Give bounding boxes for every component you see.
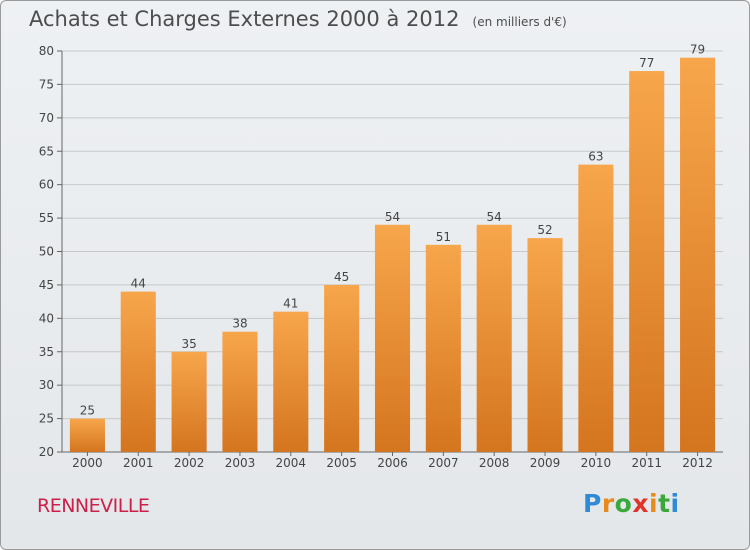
proxiti-logo: Proxiti (583, 489, 680, 518)
x-tick-label: 2001 (123, 456, 154, 470)
x-tick-label: 2005 (326, 456, 357, 470)
bar (273, 311, 309, 452)
x-tick-label: 2010 (581, 456, 612, 470)
y-tick-label: 50 (39, 245, 54, 259)
town-name: RENNEVILLE (37, 495, 150, 517)
data-label: 45 (334, 270, 349, 284)
bar (425, 244, 461, 452)
data-label: 44 (131, 277, 146, 291)
data-label: 41 (283, 297, 298, 311)
data-label: 52 (537, 223, 552, 237)
y-tick-label: 70 (39, 111, 54, 125)
data-label: 38 (232, 317, 247, 331)
bar (120, 291, 156, 452)
logo-letter: r (601, 489, 615, 518)
chart-title-text: Achats et Charges Externes 2000 à 2012 (29, 7, 460, 31)
y-tick-label: 20 (39, 445, 54, 459)
bar (476, 224, 512, 452)
y-tick-label: 35 (39, 345, 54, 359)
x-tick-label: 2007 (428, 456, 459, 470)
logo-letter: i (649, 489, 659, 518)
data-label: 77 (639, 56, 654, 70)
x-tick-label: 2004 (276, 456, 307, 470)
y-tick-label: 80 (39, 44, 54, 58)
y-tick-label: 65 (39, 144, 54, 158)
y-tick-label: 75 (39, 77, 54, 91)
bar (324, 284, 360, 452)
logo-letter: x (632, 489, 649, 518)
bar (578, 164, 614, 452)
logo-letter: t (658, 489, 671, 518)
logo-letter: P (583, 489, 602, 518)
y-tick-label: 30 (39, 378, 54, 392)
data-label: 79 (690, 43, 705, 57)
data-label: 25 (80, 404, 95, 418)
x-tick-label: 2008 (479, 456, 510, 470)
x-tick-label: 2006 (377, 456, 408, 470)
data-label: 51 (436, 230, 451, 244)
bar (629, 71, 665, 453)
bar (171, 351, 207, 452)
bar (680, 57, 716, 452)
x-tick-label: 2000 (72, 456, 103, 470)
data-label: 63 (588, 150, 603, 164)
logo-letter: o (614, 489, 633, 518)
y-tick-label: 55 (39, 211, 54, 225)
bar (69, 418, 105, 452)
x-tick-label: 2009 (530, 456, 561, 470)
data-label: 35 (181, 337, 196, 351)
chart-title: Achats et Charges Externes 2000 à 2012 (… (29, 7, 567, 31)
x-tick-label: 2003 (225, 456, 256, 470)
data-label: 54 (385, 210, 400, 224)
x-tick-label: 2002 (174, 456, 205, 470)
y-tick-label: 25 (39, 412, 54, 426)
y-tick-label: 45 (39, 278, 54, 292)
logo-letter: i (670, 489, 680, 518)
x-tick-label: 2012 (682, 456, 713, 470)
bar (374, 224, 411, 452)
bar (527, 238, 563, 452)
y-tick-label: 60 (39, 178, 54, 192)
chart-subtitle: (en milliers d'€) (472, 15, 567, 29)
x-tick-label: 2011 (631, 456, 662, 470)
bar (222, 331, 258, 452)
y-tick-label: 40 (39, 311, 54, 325)
data-label: 54 (487, 210, 502, 224)
